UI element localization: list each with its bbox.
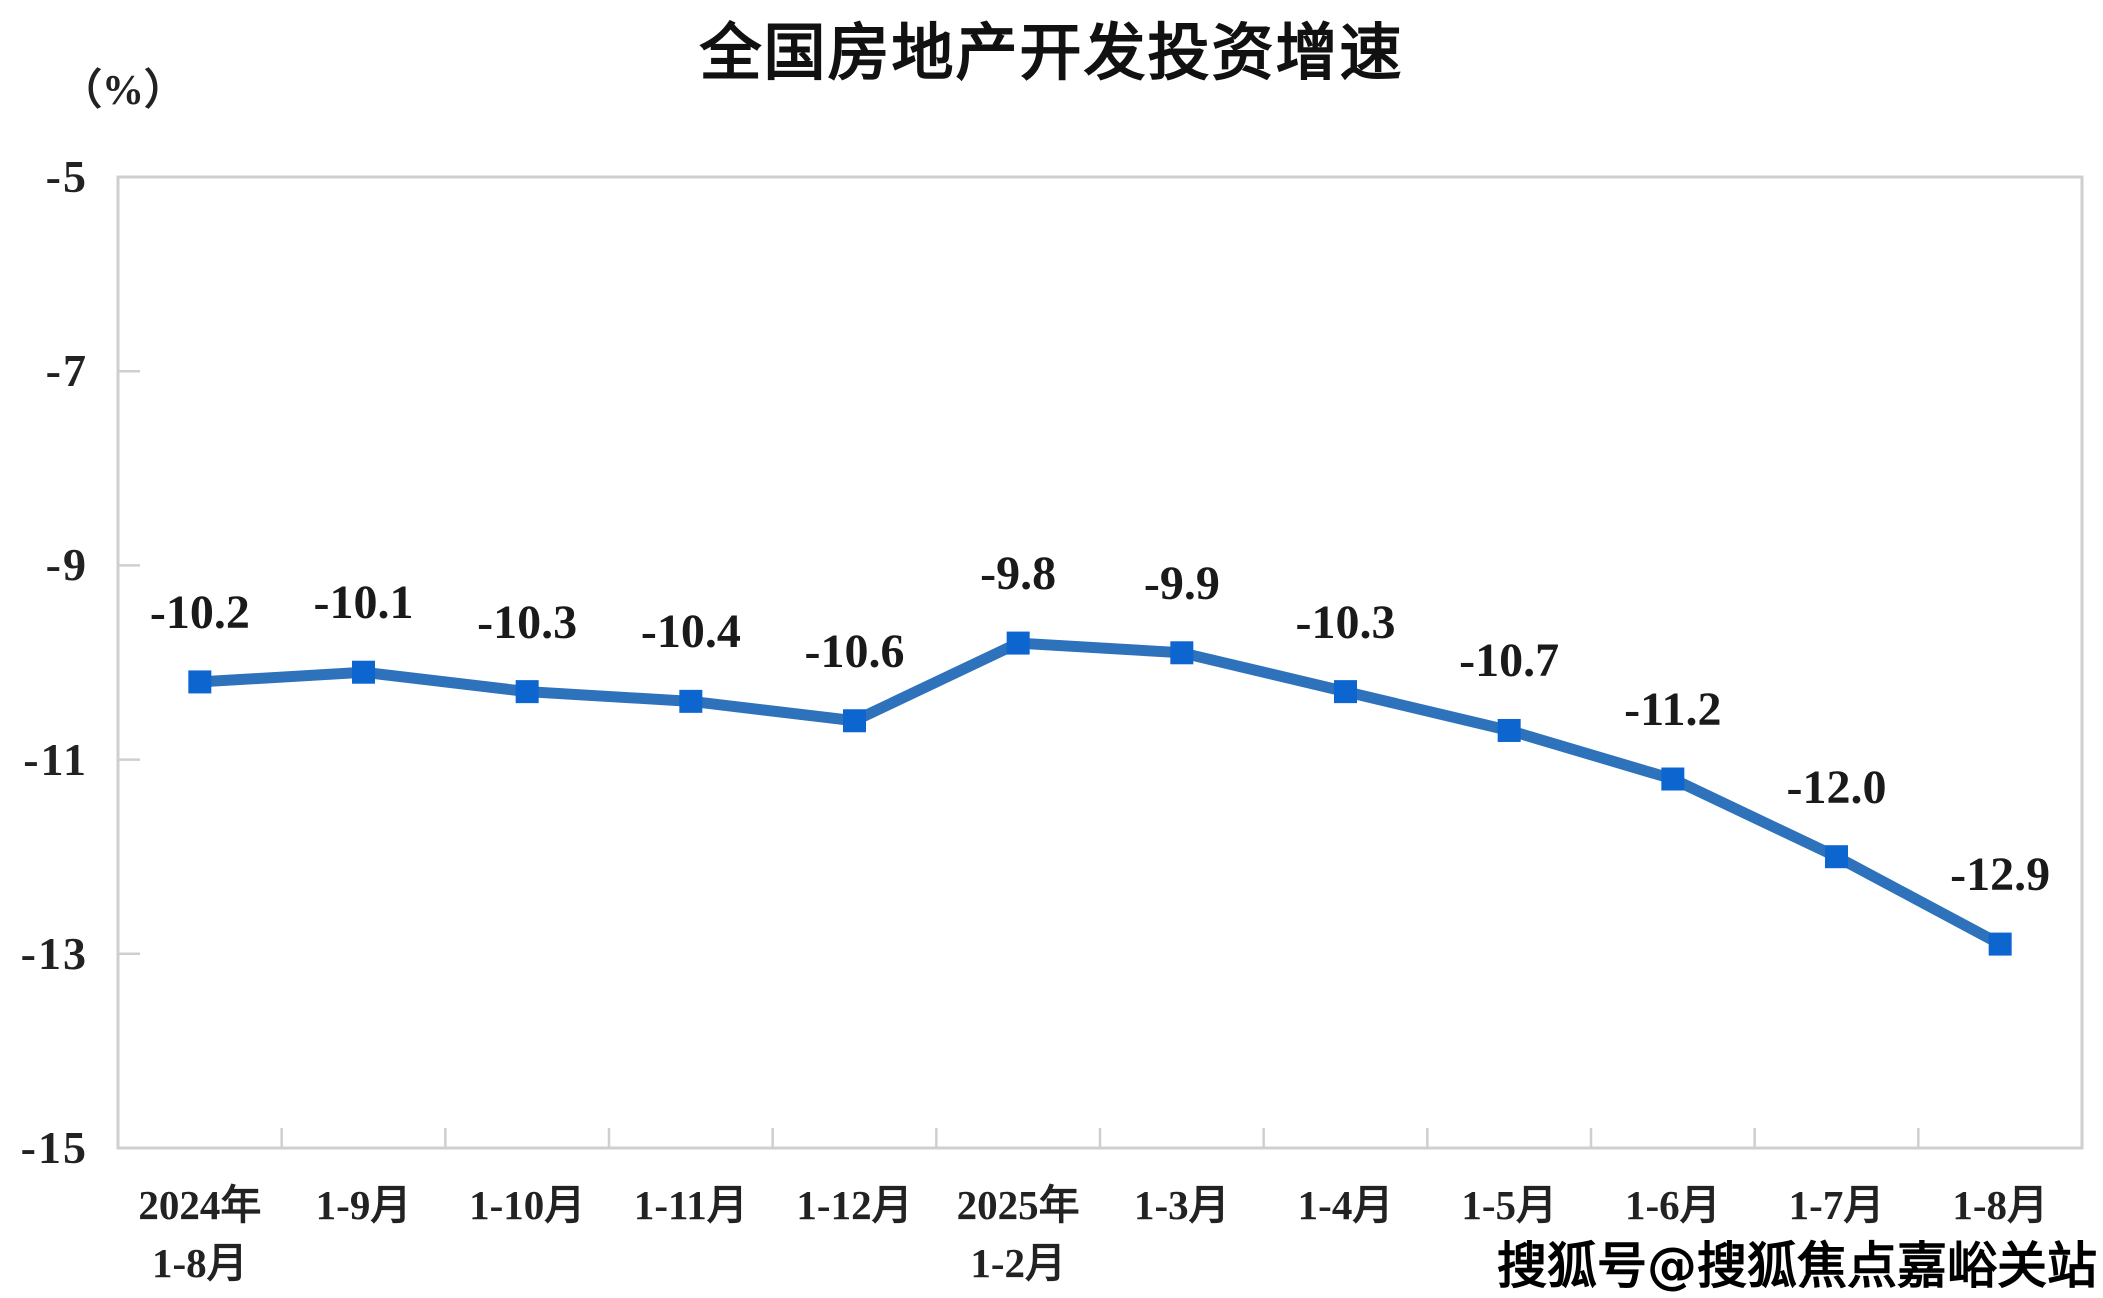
data-point-marker (188, 670, 212, 694)
x-tick-label: 1-3月 (1134, 1182, 1230, 1228)
chart-title: 全国房地产开发投资增速 (699, 16, 1404, 89)
x-tick-label: 1-8月 (1952, 1182, 2048, 1228)
data-point-label: -10.1 (313, 576, 414, 630)
data-point-label: -9.8 (980, 547, 1057, 601)
data-point-label: -10.7 (1459, 634, 1560, 688)
watermark: 搜狐号@搜狐焦点嘉峪关站 (1497, 1237, 2097, 1295)
x-tick-label: 1-10月 (469, 1182, 586, 1228)
data-point-label: -12.0 (1786, 760, 1887, 814)
y-tick-label: -7 (45, 345, 88, 397)
y-tick-label: -5 (45, 151, 88, 202)
x-tick-label: 2025年 1-2月 (956, 1182, 1080, 1286)
data-point-label: -10.3 (477, 595, 578, 649)
x-tick-label: 1-9月 (315, 1182, 412, 1228)
x-tick-label: 1-6月 (1625, 1182, 1721, 1228)
x-tick-label: 1-7月 (1788, 1182, 1885, 1228)
data-point-marker (1661, 767, 1685, 791)
data-point-label: -9.9 (1143, 556, 1220, 610)
data-point-marker (843, 709, 866, 733)
x-tick-label: 1-4月 (1297, 1182, 1394, 1228)
data-point-marker (679, 689, 703, 713)
data-point-marker (1988, 932, 2012, 956)
data-point-marker (515, 680, 539, 704)
line-series (194, 637, 2006, 950)
x-tick-label: 2024年 1-8月 (138, 1182, 262, 1286)
y-tick-label: -13 (20, 927, 88, 979)
y-tick-label: -9 (45, 539, 88, 591)
data-point-marker (1825, 845, 1848, 869)
data-point-label: -10.6 (804, 624, 905, 678)
data-point-marker (1170, 641, 1194, 665)
data-point-label: -10.2 (149, 585, 250, 639)
data-point-marker (352, 660, 375, 684)
data-point-label: -11.2 (1624, 683, 1722, 737)
data-point-label: -10.3 (1295, 595, 1396, 649)
plot-border (116, 175, 2084, 1150)
y-tick-label: -15 (20, 1122, 88, 1173)
x-tick-label: 1-11月 (633, 1182, 748, 1228)
data-point-marker (1497, 718, 1521, 742)
data-point-label: -10.4 (640, 605, 741, 659)
y-tick-label: -11 (23, 733, 88, 785)
data-point-marker (1334, 680, 1357, 704)
x-tick-label: 1-5月 (1461, 1182, 1557, 1228)
data-point-marker (1006, 631, 1030, 655)
y-axis-unit-label: （%） (60, 68, 187, 114)
x-tick-label: 1-12月 (796, 1182, 913, 1228)
data-point-label: -12.9 (1950, 848, 2051, 902)
